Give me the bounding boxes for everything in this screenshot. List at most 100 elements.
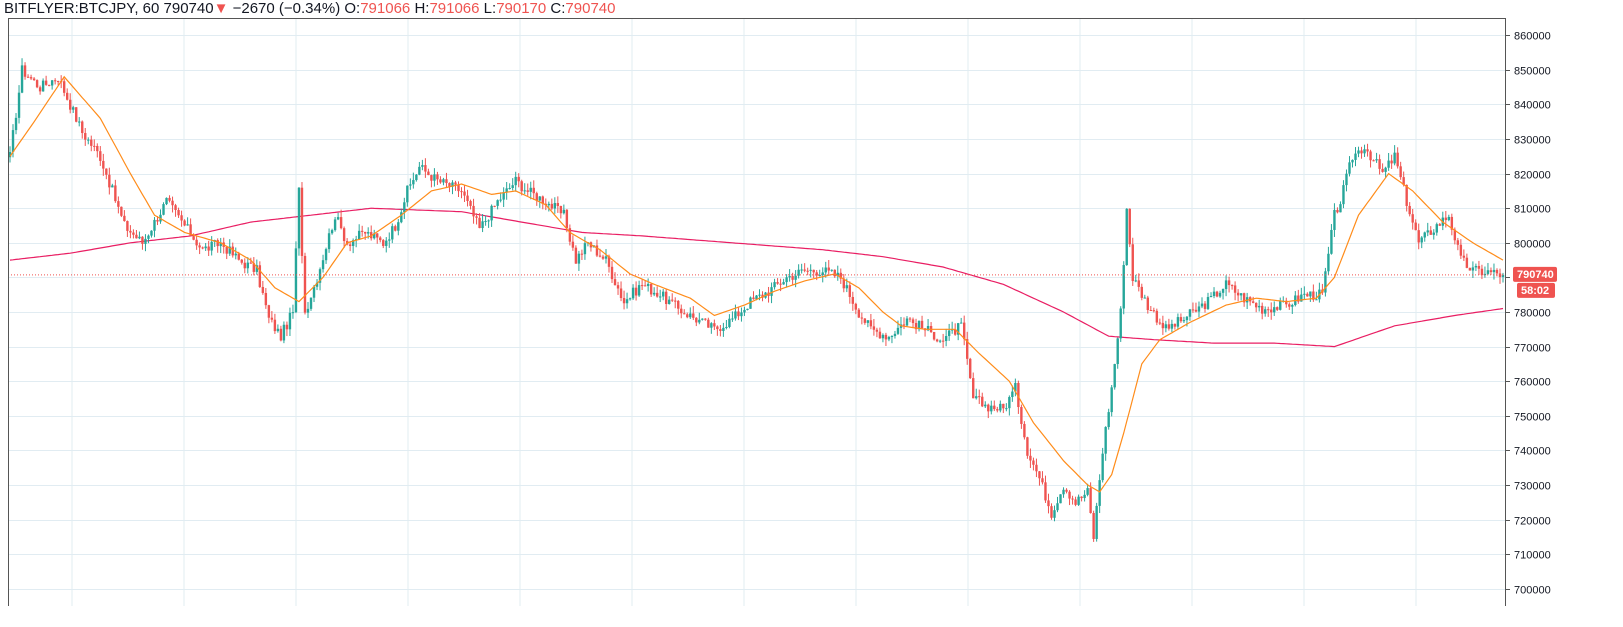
candle-body xyxy=(535,193,538,201)
candle-body xyxy=(577,253,581,264)
candle-body xyxy=(749,297,752,309)
candle-body xyxy=(863,318,867,323)
candle-body xyxy=(941,340,945,342)
candle-body xyxy=(1083,494,1086,499)
candle-body xyxy=(1029,455,1032,461)
candle-body xyxy=(698,319,701,323)
y-tick-label: 770000 xyxy=(1514,343,1551,355)
candle-body xyxy=(1227,280,1231,286)
candle-body xyxy=(1041,478,1044,483)
candle-body xyxy=(812,269,815,273)
candle-body xyxy=(1005,408,1008,410)
candle-body xyxy=(1104,427,1107,454)
candle-body xyxy=(1167,324,1171,329)
candle-body xyxy=(138,236,141,239)
candle-body xyxy=(1333,209,1336,230)
candle-body xyxy=(1348,162,1351,174)
candle-body xyxy=(135,234,138,239)
candle-body xyxy=(204,246,207,249)
candle-body xyxy=(1218,292,1222,297)
candle-body xyxy=(1032,460,1035,465)
candle-body xyxy=(219,242,222,247)
countdown-badge xyxy=(1517,282,1555,298)
candle-body xyxy=(198,245,201,248)
candle-body xyxy=(433,174,436,181)
y-tick-label: 850000 xyxy=(1514,66,1551,78)
candle-body xyxy=(1414,222,1417,231)
candle-body xyxy=(1251,301,1255,303)
candle-body xyxy=(35,80,39,88)
candle-body xyxy=(1276,307,1279,310)
candle-body xyxy=(26,76,30,78)
candle-body xyxy=(610,266,614,280)
candle-body xyxy=(102,160,105,169)
candle-body xyxy=(643,285,647,287)
candle-body xyxy=(893,333,897,336)
candle-body xyxy=(267,305,271,318)
candle-body xyxy=(619,288,623,299)
candle-body xyxy=(1002,403,1005,409)
candle-body xyxy=(376,233,379,238)
candle-body xyxy=(607,256,611,267)
candle-body xyxy=(457,184,460,192)
candle-body xyxy=(1215,291,1219,297)
candle-body xyxy=(454,182,457,185)
candle-body xyxy=(824,267,827,273)
candle-body xyxy=(809,269,812,271)
candle-body xyxy=(321,260,325,270)
candle-body xyxy=(1492,269,1496,273)
candle-body xyxy=(120,206,123,216)
candle-body xyxy=(1143,297,1147,299)
candle-body xyxy=(1417,230,1420,243)
candle-body xyxy=(84,133,87,140)
candle-body xyxy=(56,80,60,82)
candle-body xyxy=(1065,489,1068,492)
candle-body xyxy=(366,232,370,234)
candle-body xyxy=(72,107,75,110)
candle-body xyxy=(1203,303,1207,309)
candle-body xyxy=(20,65,24,93)
candle-body xyxy=(123,215,126,222)
candle-body xyxy=(1233,285,1237,293)
candle-body xyxy=(981,396,984,407)
candle-body xyxy=(1453,229,1457,241)
candle-body xyxy=(680,308,683,314)
candle-body xyxy=(896,327,900,334)
candle-body xyxy=(388,239,391,241)
candle-body xyxy=(53,80,57,82)
candle-body xyxy=(415,174,418,181)
candle-body xyxy=(294,248,298,313)
candle-body xyxy=(1074,499,1077,505)
candle-body xyxy=(908,318,912,320)
down-arrow-icon: ▼ xyxy=(213,0,229,17)
candle-body xyxy=(81,121,84,134)
candle-body xyxy=(1068,491,1071,499)
candle-body xyxy=(330,230,334,234)
candle-body xyxy=(1375,159,1378,161)
candle-body xyxy=(201,247,204,249)
candle-body xyxy=(613,279,617,286)
candle-body xyxy=(75,107,78,122)
candle-body xyxy=(806,270,809,272)
candle-body xyxy=(1384,167,1387,172)
candle-body xyxy=(842,278,845,289)
last-price-badge-label: 790740 xyxy=(1517,269,1554,281)
candle-body xyxy=(917,320,921,330)
candle-body xyxy=(1306,293,1309,297)
candle-body xyxy=(1155,310,1159,323)
candle-body xyxy=(845,285,849,289)
candle-body xyxy=(776,282,779,284)
candle-body xyxy=(658,296,662,298)
close-label: C: xyxy=(550,0,566,17)
candle-body xyxy=(1212,291,1216,296)
candle-body xyxy=(872,326,876,330)
candle-body xyxy=(686,314,689,318)
candle-body xyxy=(174,205,177,210)
candle-body xyxy=(255,265,259,272)
candle-body xyxy=(126,221,129,231)
candle-body xyxy=(8,152,12,158)
candle-body xyxy=(987,404,990,412)
candle-body xyxy=(1360,150,1363,154)
